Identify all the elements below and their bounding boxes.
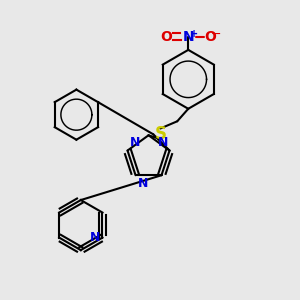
Text: N: N: [90, 231, 100, 244]
Text: N: N: [158, 136, 168, 149]
Text: N: N: [130, 136, 140, 149]
Text: N: N: [138, 177, 148, 190]
Text: +: +: [190, 29, 198, 39]
Text: S: S: [154, 125, 166, 143]
Text: O: O: [204, 30, 216, 44]
Text: O: O: [160, 30, 172, 44]
Text: N: N: [182, 30, 194, 44]
Text: −: −: [211, 28, 221, 41]
